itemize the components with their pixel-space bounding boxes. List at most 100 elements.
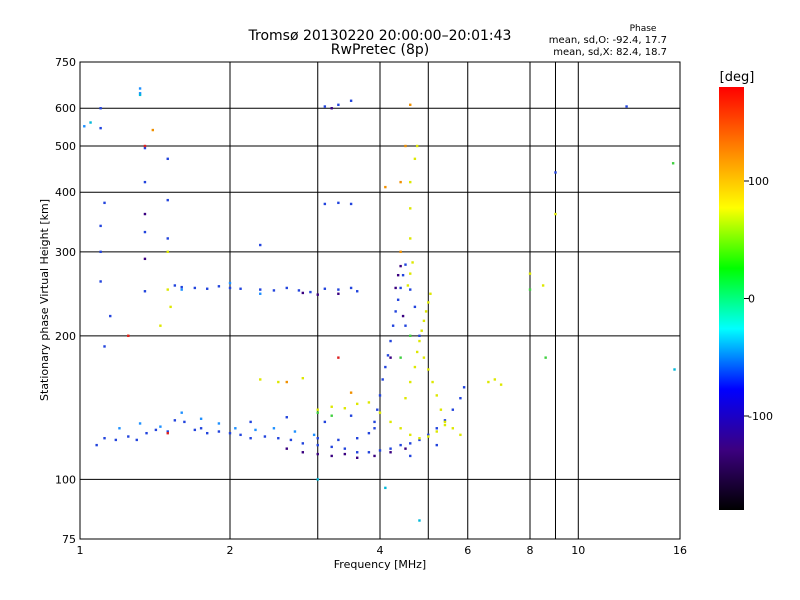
data-point bbox=[355, 456, 359, 459]
data-point bbox=[272, 427, 276, 430]
data-point bbox=[413, 305, 417, 309]
data-point bbox=[424, 310, 428, 313]
data-point bbox=[378, 394, 382, 397]
data-point bbox=[301, 376, 305, 380]
data-point bbox=[349, 286, 353, 290]
data-point bbox=[285, 286, 288, 290]
data-point bbox=[349, 391, 353, 394]
data-point bbox=[316, 411, 319, 414]
data-point bbox=[528, 288, 532, 291]
data-point bbox=[301, 442, 305, 445]
data-point bbox=[193, 286, 197, 290]
data-point bbox=[89, 121, 92, 124]
data-point bbox=[143, 180, 147, 184]
data-point bbox=[343, 407, 347, 410]
data-point bbox=[143, 144, 147, 148]
data-point bbox=[462, 386, 466, 389]
plot-frame bbox=[79, 61, 681, 540]
x-axis-label: Frequency [MHz] bbox=[334, 558, 426, 571]
data-point bbox=[401, 314, 405, 318]
y-tick-label: 400 bbox=[55, 186, 76, 199]
data-point bbox=[404, 396, 407, 400]
data-point bbox=[420, 329, 423, 332]
data-point bbox=[399, 264, 402, 268]
data-point bbox=[673, 368, 676, 371]
data-point bbox=[138, 87, 142, 90]
data-point bbox=[289, 438, 293, 442]
data-point bbox=[439, 408, 443, 411]
data-point bbox=[166, 288, 169, 291]
data-point bbox=[143, 230, 147, 234]
data-point bbox=[103, 437, 106, 440]
data-point bbox=[443, 420, 447, 424]
data-point bbox=[409, 442, 412, 445]
data-point bbox=[343, 447, 347, 450]
y-tick-label: 750 bbox=[55, 56, 76, 69]
data-point bbox=[309, 290, 312, 294]
data-point bbox=[277, 380, 280, 384]
data-point bbox=[138, 92, 142, 95]
data-point bbox=[399, 443, 402, 447]
data-point bbox=[228, 286, 232, 290]
data-point bbox=[316, 452, 319, 456]
data-point bbox=[404, 263, 407, 266]
data-point bbox=[451, 408, 455, 411]
data-point bbox=[427, 433, 430, 437]
data-point bbox=[422, 319, 426, 323]
y-tick-label: 600 bbox=[55, 102, 76, 115]
data-point bbox=[443, 419, 447, 422]
data-point bbox=[409, 380, 412, 384]
data-point bbox=[285, 416, 288, 419]
data-point bbox=[399, 180, 402, 184]
data-point bbox=[259, 288, 262, 291]
data-point bbox=[625, 105, 628, 108]
data-point bbox=[312, 433, 316, 437]
data-point bbox=[399, 427, 402, 430]
data-point bbox=[166, 157, 169, 161]
data-point bbox=[337, 288, 340, 291]
data-point bbox=[422, 356, 426, 359]
data-point bbox=[389, 447, 392, 450]
data-point bbox=[337, 103, 340, 107]
colorbar-ticks: 100 0 -100 bbox=[744, 175, 773, 423]
x-tick-label: 8 bbox=[527, 544, 534, 557]
data-point bbox=[435, 394, 438, 397]
data-point bbox=[384, 365, 387, 369]
data-point bbox=[389, 420, 392, 424]
data-point bbox=[384, 185, 387, 189]
data-point bbox=[389, 451, 392, 454]
data-point bbox=[404, 324, 407, 327]
data-point bbox=[399, 286, 402, 290]
y-axis-ticks: 75 100 200 300 400 500 600 750 bbox=[55, 56, 76, 546]
data-point bbox=[415, 350, 419, 354]
data-point bbox=[389, 356, 392, 359]
data-point bbox=[409, 103, 412, 107]
data-point bbox=[263, 435, 267, 438]
data-point bbox=[323, 420, 327, 424]
data-point bbox=[95, 443, 98, 447]
data-point bbox=[316, 293, 319, 296]
data-point bbox=[138, 422, 142, 425]
data-point bbox=[399, 250, 402, 254]
data-point bbox=[349, 414, 353, 417]
data-point bbox=[401, 273, 405, 277]
data-point bbox=[418, 438, 421, 442]
data-point bbox=[499, 383, 503, 386]
data-point bbox=[451, 427, 455, 430]
data-point bbox=[293, 430, 297, 433]
data-point bbox=[355, 451, 359, 454]
chart-subtitle: RwPretec (8p) bbox=[331, 42, 429, 58]
data-point bbox=[217, 430, 221, 433]
data-point bbox=[301, 451, 305, 454]
phase-stats-o: mean, sd,O: -92.4, 17.7 bbox=[549, 35, 667, 46]
data-point bbox=[404, 447, 407, 450]
data-point bbox=[199, 417, 203, 420]
data-point bbox=[239, 433, 242, 437]
data-point bbox=[373, 420, 376, 424]
data-point bbox=[343, 452, 347, 456]
data-point bbox=[330, 454, 333, 458]
data-point bbox=[316, 443, 319, 447]
data-point bbox=[316, 408, 319, 411]
data-point bbox=[373, 454, 376, 458]
